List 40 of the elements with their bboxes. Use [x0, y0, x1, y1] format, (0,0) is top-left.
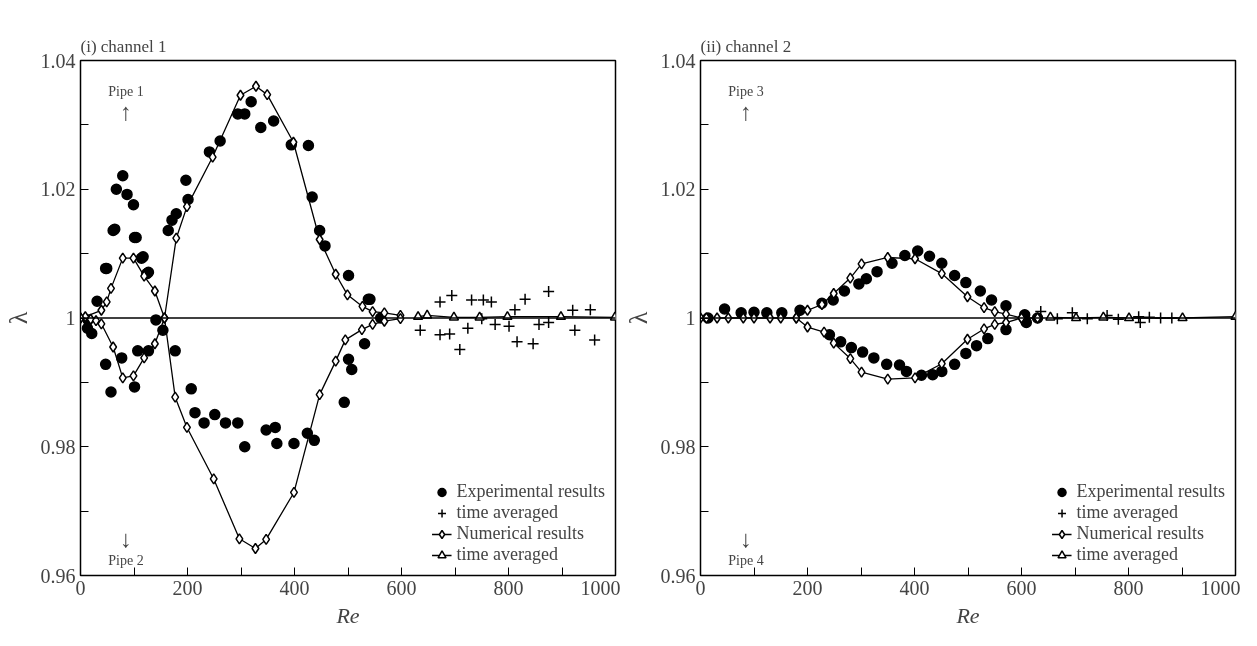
x-axis-title: Re — [335, 602, 360, 628]
y-tick-label: 0.96 — [660, 564, 696, 587]
legend-label: time averaged — [1076, 544, 1178, 565]
y-tick-label: 1.02 — [660, 178, 696, 201]
x-tick-label: 200 — [172, 576, 203, 599]
legend-label: time averaged — [456, 544, 558, 565]
x-tick-label: 1000 — [580, 576, 621, 599]
x-tick-label: 0 — [75, 576, 86, 599]
chart-title: (i) channel 1 — [80, 36, 167, 56]
x-tick-label: 1000 — [1200, 576, 1241, 599]
legend-label: time averaged — [1076, 502, 1178, 523]
annotation: Pipe 3 ↑ — [728, 83, 764, 125]
annotation: ↓ Pipe 4 — [728, 526, 764, 568]
y-axis-title: λ — [3, 311, 33, 325]
y-tick-label: 0.96 — [40, 564, 76, 587]
x-tick-label: 200 — [792, 576, 823, 599]
chart-title: (ii) channel 2 — [700, 36, 792, 56]
y-tick-label: 1 — [65, 307, 76, 329]
x-axis-title: Re — [955, 602, 980, 628]
y-tick-label: 1.04 — [40, 49, 76, 72]
x-tick-label: 600 — [386, 576, 417, 599]
legend-label: time averaged — [456, 502, 558, 523]
x-tick-label: 800 — [1113, 576, 1144, 599]
y-tick-label: 1 — [685, 307, 696, 329]
y-tick-label: 1.04 — [660, 49, 696, 72]
y-tick-label: 0.98 — [660, 435, 696, 458]
legend-label: Experimental results — [1076, 481, 1225, 502]
y-tick-label: 1.02 — [40, 178, 76, 201]
legend-label: Numerical results — [1076, 523, 1204, 544]
x-tick-label: 0 — [695, 576, 706, 599]
x-tick-label: 600 — [1006, 576, 1037, 599]
y-tick-label: 0.98 — [40, 435, 76, 458]
annotation: Pipe 1 ↑ — [108, 83, 144, 125]
legend-label: Experimental results — [456, 481, 605, 502]
legend-label: Numerical results — [456, 523, 584, 544]
annotation: ↓ Pipe 2 — [108, 526, 144, 568]
x-tick-label: 400 — [279, 576, 310, 599]
x-tick-label: 400 — [899, 576, 930, 599]
y-axis-title: λ — [623, 311, 653, 325]
x-tick-label: 800 — [493, 576, 524, 599]
